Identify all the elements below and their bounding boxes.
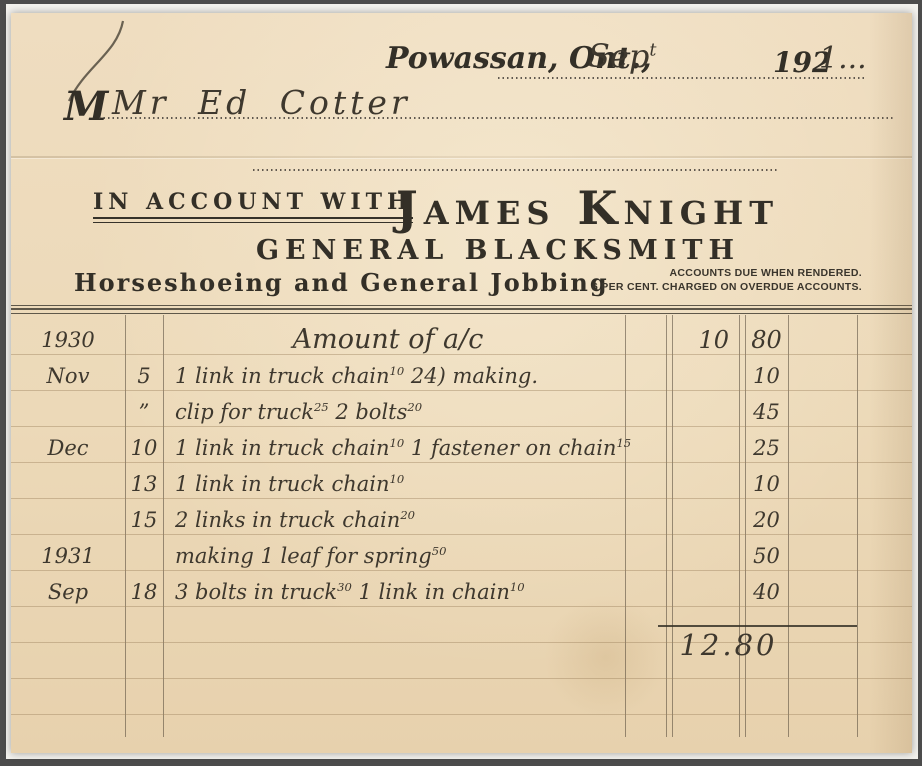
ledger-cell-cents: 40 — [753, 580, 780, 604]
terms-block: ACCOUNTS DUE WHEN RENDERED. 6 PER CENT. … — [592, 267, 862, 294]
pen-flourish — [68, 20, 125, 102]
ledger-cell-dollars — [666, 574, 739, 610]
ledger-cell-cents: 10 — [753, 364, 780, 388]
ledger-cell-desc: 1 link in truck chain10 24) making. — [175, 364, 539, 388]
ledger-cell-desc: Amount of a/c — [292, 324, 484, 355]
handwritten-month: Sept — [588, 37, 657, 75]
ledger-cell-day: 10 — [130, 436, 158, 460]
table-top-rule — [11, 308, 912, 310]
ledger-cell-cents: 50 — [753, 544, 780, 568]
ledger-cell-desc: 1 link in truck chain10 1 fastener on ch… — [175, 436, 632, 460]
customer-dotted-line — [99, 117, 893, 119]
ledger-cell-dollars — [666, 358, 739, 394]
ledger-cell-day: 13 — [130, 472, 158, 496]
ledger-cell-month: 1931 — [41, 544, 95, 568]
column-rule — [672, 315, 673, 737]
ledger-row: 15 2 links in truck chain20 20 — [11, 502, 912, 538]
total-amount: 12.80 — [679, 628, 778, 662]
ledger-cell-desc: 2 links in truck chain20 — [175, 508, 416, 532]
ledger-cell-day: 15 — [130, 508, 158, 532]
ledger-cell-cents: 10 — [753, 472, 780, 496]
ledger-cell-month — [11, 394, 125, 430]
ledger-row: 1930 Amount of a/c 10 80 — [11, 322, 912, 358]
column-rule — [666, 315, 667, 737]
column-rule — [788, 315, 789, 737]
ledger-cell-day: 18 — [130, 580, 158, 604]
total-rule — [658, 625, 857, 627]
blank-dotted-line — [253, 169, 777, 171]
date-dotted-line — [498, 77, 866, 79]
handwritten-year-digit: 1... — [819, 41, 867, 76]
ledger-row: Nov 5 1 link in truck chain10 24) making. 1… — [11, 358, 912, 394]
ledger-cell-desc: clip for truck25 2 bolts20 — [175, 400, 423, 424]
ledger-cell-month — [11, 502, 125, 538]
ledger-cell-dollars — [666, 394, 739, 430]
table-top-rule — [11, 305, 912, 306]
ledger-row: 13 1 link in truck chain10 10 — [11, 466, 912, 502]
ledger-cell-dollars — [666, 502, 739, 538]
place-label: Powassan, Ont., — [386, 41, 652, 76]
printed-year-prefix: 192 — [773, 46, 832, 79]
ledger-cell-dollars — [666, 466, 739, 502]
ledger-cell-cents: 20 — [753, 508, 780, 532]
ledger-cell-cents: 25 — [753, 436, 780, 460]
ledger-cell-day — [125, 322, 163, 358]
ledger-row: Dec 10 1 link in truck chain10 1 fastener … — [11, 430, 912, 466]
paper-crease — [11, 156, 912, 158]
ledger-cell-month: 1930 — [41, 328, 95, 352]
column-rule — [739, 315, 740, 737]
ledger-cell-day: 5 — [137, 364, 151, 388]
column-rule — [125, 315, 126, 737]
ledger-rows: 1930 Amount of a/c 10 80 Nov 5 1 link in truck… — [11, 322, 912, 610]
terms-line-1: ACCOUNTS DUE WHEN RENDERED. — [669, 267, 862, 279]
ledger-cell-month — [11, 466, 125, 502]
ledger-cell-day — [125, 538, 163, 574]
ledger-cell-desc: 3 bolts in truck30 1 link in chain10 — [175, 580, 525, 604]
ledger-cell-dollars — [666, 430, 739, 466]
ledger-row: ” clip for truck25 2 bolts20 45 — [11, 394, 912, 430]
business-type: GENERAL BLACKSMITH — [256, 235, 740, 266]
customer-name: Mr Ed Cotter — [112, 83, 411, 122]
ledger-cell-desc: making 1 leaf for spring50 — [175, 544, 447, 568]
scan-edge-shading — [869, 13, 912, 753]
column-rule — [745, 315, 746, 737]
business-name: James Knight — [396, 181, 780, 235]
ledger-ruling — [11, 319, 912, 739]
ledger-cell-month: Sep — [47, 580, 89, 604]
ledger-cell-desc: 1 link in truck chain10 — [175, 472, 405, 496]
ledger-cell-day: ” — [138, 400, 150, 424]
table-top-rule — [11, 313, 912, 314]
column-rule — [625, 315, 626, 737]
services-tagline: Horseshoeing and General Jobbing — [74, 268, 609, 297]
customer-prefix-m: M — [64, 83, 109, 130]
invoice-paper: Powassan, Ont., Sept 192 1... M Mr Ed Co… — [11, 13, 912, 753]
in-account-with-label: IN ACCOUNT WITH — [93, 189, 413, 223]
column-rule — [163, 315, 164, 737]
column-rule — [857, 315, 858, 737]
ledger-cell-month: Dec — [47, 436, 89, 460]
in-account-with-text: IN ACCOUNT WITH — [93, 189, 413, 219]
ledger-row: 1931 making 1 leaf for spring50 50 — [11, 538, 912, 574]
ledger-cell-cents: 45 — [753, 400, 780, 424]
ledger-cell-cents: 80 — [751, 326, 782, 354]
ledger-cell-dollars: 10 — [698, 326, 729, 354]
ledger-row: Sep 18 3 bolts in truck30 1 link in chain1… — [11, 574, 912, 610]
ledger-cell-dollars — [666, 538, 739, 574]
ledger-cell-month: Nov — [46, 364, 90, 388]
terms-line-2: 6 PER CENT. CHARGED ON OVERDUE ACCOUNTS. — [591, 280, 862, 293]
